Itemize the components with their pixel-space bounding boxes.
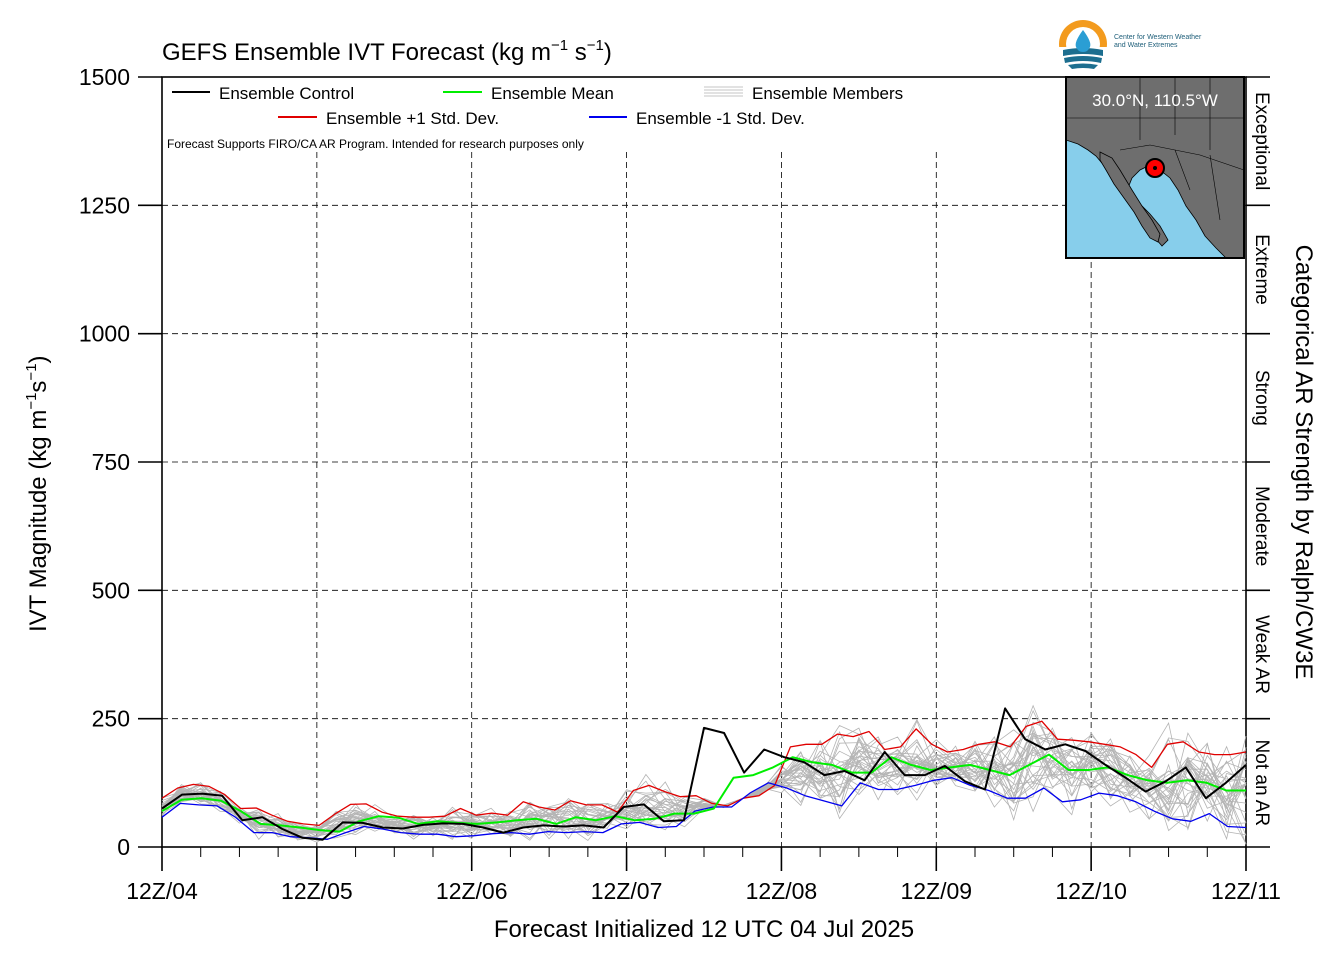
- inset-map: 30.0°N, 110.5°W: [1065, 76, 1245, 259]
- cw3e-logo: [1059, 20, 1107, 69]
- series-line-ensemble-1-std-dev-: [161, 777, 1247, 840]
- ylabel-mid: s: [25, 381, 52, 393]
- title-exp1: −1: [551, 37, 568, 54]
- baja-peninsula: [1099, 151, 1161, 243]
- legend-label-minus-std: Ensemble -1 Std. Dev.: [636, 109, 805, 128]
- ensemble-member-line: [161, 740, 1247, 842]
- y-tick-label: 1000: [79, 321, 130, 347]
- legend-swatch-members: [704, 86, 743, 97]
- legend-label-control: Ensemble Control: [219, 84, 354, 103]
- ensemble-member-line: [161, 720, 1247, 837]
- ylabel-end: ): [25, 355, 52, 363]
- x-tick-label: 12Z/09: [900, 878, 972, 904]
- category-label: Not an AR: [1251, 740, 1272, 827]
- inset-location-label: 30.0°N, 110.5°W: [1092, 91, 1218, 110]
- x-tick-label: 12Z/06: [436, 878, 508, 904]
- chart-title: GEFS Ensemble IVT Forecast (kg m−1 s−1): [162, 37, 612, 66]
- ensemble-member-line: [161, 732, 1247, 841]
- ensemble-member-line: [161, 736, 1247, 837]
- y-tick-label: 750: [92, 449, 130, 475]
- category-label: Strong: [1251, 370, 1272, 426]
- logo-line-1: Center for Western Weather: [1114, 34, 1202, 41]
- y-tick-label: 1500: [79, 64, 130, 90]
- logo-line-2: and Water Extremes: [1114, 42, 1178, 49]
- x-tick-label: 12Z/10: [1055, 878, 1127, 904]
- ylabel-exp1: −1: [23, 393, 40, 410]
- ensemble-member-line: [161, 721, 1247, 839]
- category-label: Moderate: [1251, 486, 1272, 566]
- title-end: ): [604, 39, 612, 66]
- x-tick-label: 12Z/05: [281, 878, 353, 904]
- ensemble-member-line: [161, 737, 1247, 838]
- x-tick-label: 12Z/08: [746, 878, 818, 904]
- ensemble-statistics: [161, 707, 1247, 841]
- ensemble-members: [161, 704, 1247, 845]
- state-borders: [1066, 77, 1245, 221]
- title-exp2: −1: [587, 37, 604, 54]
- category-label: Weak AR: [1251, 615, 1272, 694]
- category-label: Exceptional: [1251, 92, 1272, 190]
- category-label: Extreme: [1251, 234, 1272, 305]
- ensemble-member-line: [161, 718, 1247, 841]
- x-tick-label: 12Z/11: [1211, 878, 1281, 904]
- title-mid: s: [568, 39, 587, 66]
- y-tick-label: 500: [92, 577, 130, 603]
- axes: 0 250 500 750 1000 1250 1500 12Z/04 12Z/05 12Z/06…: [79, 64, 1281, 904]
- ensemble-member-line: [161, 745, 1247, 840]
- x-axis-label: Forecast Initialized 12 UTC 04 Jul 2025: [494, 916, 914, 943]
- water-drop-icon: [1075, 30, 1091, 52]
- x-tick-label: 12Z/07: [591, 878, 663, 904]
- series-line-ensemble-control: [161, 707, 1247, 841]
- y-tick-label: 0: [117, 834, 130, 860]
- y-tick-label: 250: [92, 706, 130, 732]
- right-axis-label: Categorical AR Strength by Ralph/CW3E: [1290, 245, 1317, 680]
- logo-text: Center for Western Weather and Water Ext…: [1114, 34, 1254, 50]
- y-tick-label: 1250: [79, 192, 130, 218]
- series-line-ensemble-mean: [161, 753, 1246, 833]
- title-main: GEFS Ensemble IVT Forecast (kg m: [162, 39, 551, 66]
- x-tick-label: 12Z/04: [126, 878, 198, 904]
- legend-label-plus-std: Ensemble +1 Std. Dev.: [326, 109, 499, 128]
- ylabel-main: IVT Magnitude (kg m: [25, 410, 52, 632]
- ar-categories: Not an AR Weak AR Moderate Strong Extreme Exc…: [1246, 76, 1272, 848]
- legend-label-members: Ensemble Members: [752, 84, 903, 103]
- disclaimer-note: Forecast Supports FIRO/CA AR Program. In…: [167, 137, 584, 151]
- ylabel-exp2: −1: [23, 363, 40, 380]
- ensemble-member-line: [161, 729, 1247, 834]
- series-line-ensemble-1-std-dev-: [161, 720, 1247, 827]
- y-axis-label: IVT Magnitude (kg m−1s−1): [23, 355, 52, 632]
- legend-label-mean: Ensemble Mean: [491, 84, 614, 103]
- legend: Ensemble Control Ensemble Mean Ensemble …: [172, 84, 903, 128]
